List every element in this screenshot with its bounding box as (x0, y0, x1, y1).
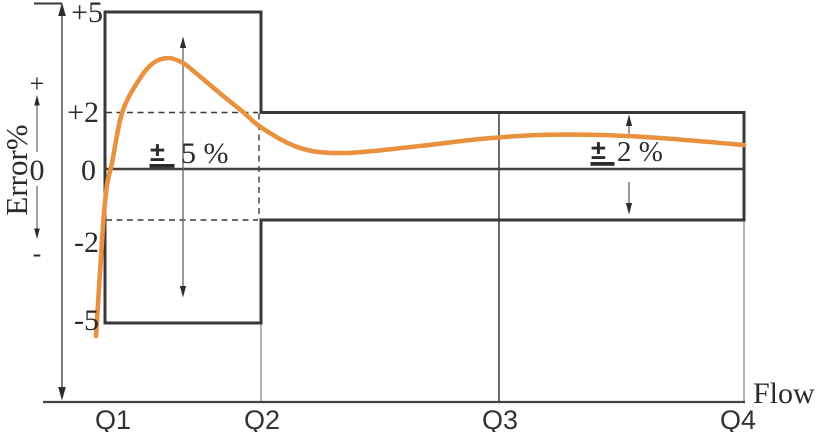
band5-arrow-down-head (179, 286, 187, 298)
dashed-limit-lines (106, 111, 260, 221)
y-tick-zero: 0 (81, 154, 96, 187)
band2-pm-symbol: ± (591, 135, 606, 165)
sign-minus-label: - (33, 239, 42, 268)
band5-arrow-up-head (179, 36, 187, 48)
sign-direction-arrow (34, 95, 40, 239)
y-tick-minus2: -2 (74, 226, 99, 259)
x-tick-q2: Q2 (244, 405, 280, 432)
band5-label: ± 5 % (149, 137, 229, 170)
band5-pm-symbol: ± (150, 137, 165, 167)
band5-pm-underline (149, 164, 175, 168)
y-axis (34, 2, 66, 401)
band2-arrows (625, 114, 633, 215)
x-axis-title: Flow (753, 377, 815, 410)
y-tick-plus5: +5 (71, 0, 103, 29)
y-axis-title: Error% (0, 124, 34, 215)
sign-arrow-up-head (34, 95, 40, 106)
band2-arrow-up-head (625, 114, 633, 126)
y-axis-down-arrowhead (58, 387, 66, 401)
band2-value-label: 2 % (617, 136, 663, 168)
y-tick-plus2: +2 (67, 96, 99, 129)
sign-plus-label: + (30, 69, 45, 98)
band2-label: ± 2 % (590, 135, 663, 168)
sign-zero-label: 0 (30, 154, 45, 187)
x-tick-q1: Q1 (95, 405, 131, 432)
band2-arrow-down-head (625, 203, 633, 215)
accuracy-envelope (103, 10, 746, 325)
error-curve (93, 55, 747, 339)
flow-gridlines (260, 112, 745, 401)
sign-arrow-down-head (34, 228, 40, 239)
x-tick-q3: Q3 (482, 405, 518, 432)
band5-value-label: 5 % (181, 137, 229, 170)
y-tick-labels: +5 +2 0 -2 -5 (67, 0, 103, 337)
x-tick-labels: Q1 Q2 Q3 Q4 (95, 405, 756, 432)
y-tick-minus5: -5 (74, 304, 99, 337)
y-axis-up-arrowhead (58, 2, 66, 16)
x-tick-q4: Q4 (720, 405, 756, 432)
band2-pm-underline (590, 162, 615, 166)
band5-arrow (179, 36, 187, 298)
